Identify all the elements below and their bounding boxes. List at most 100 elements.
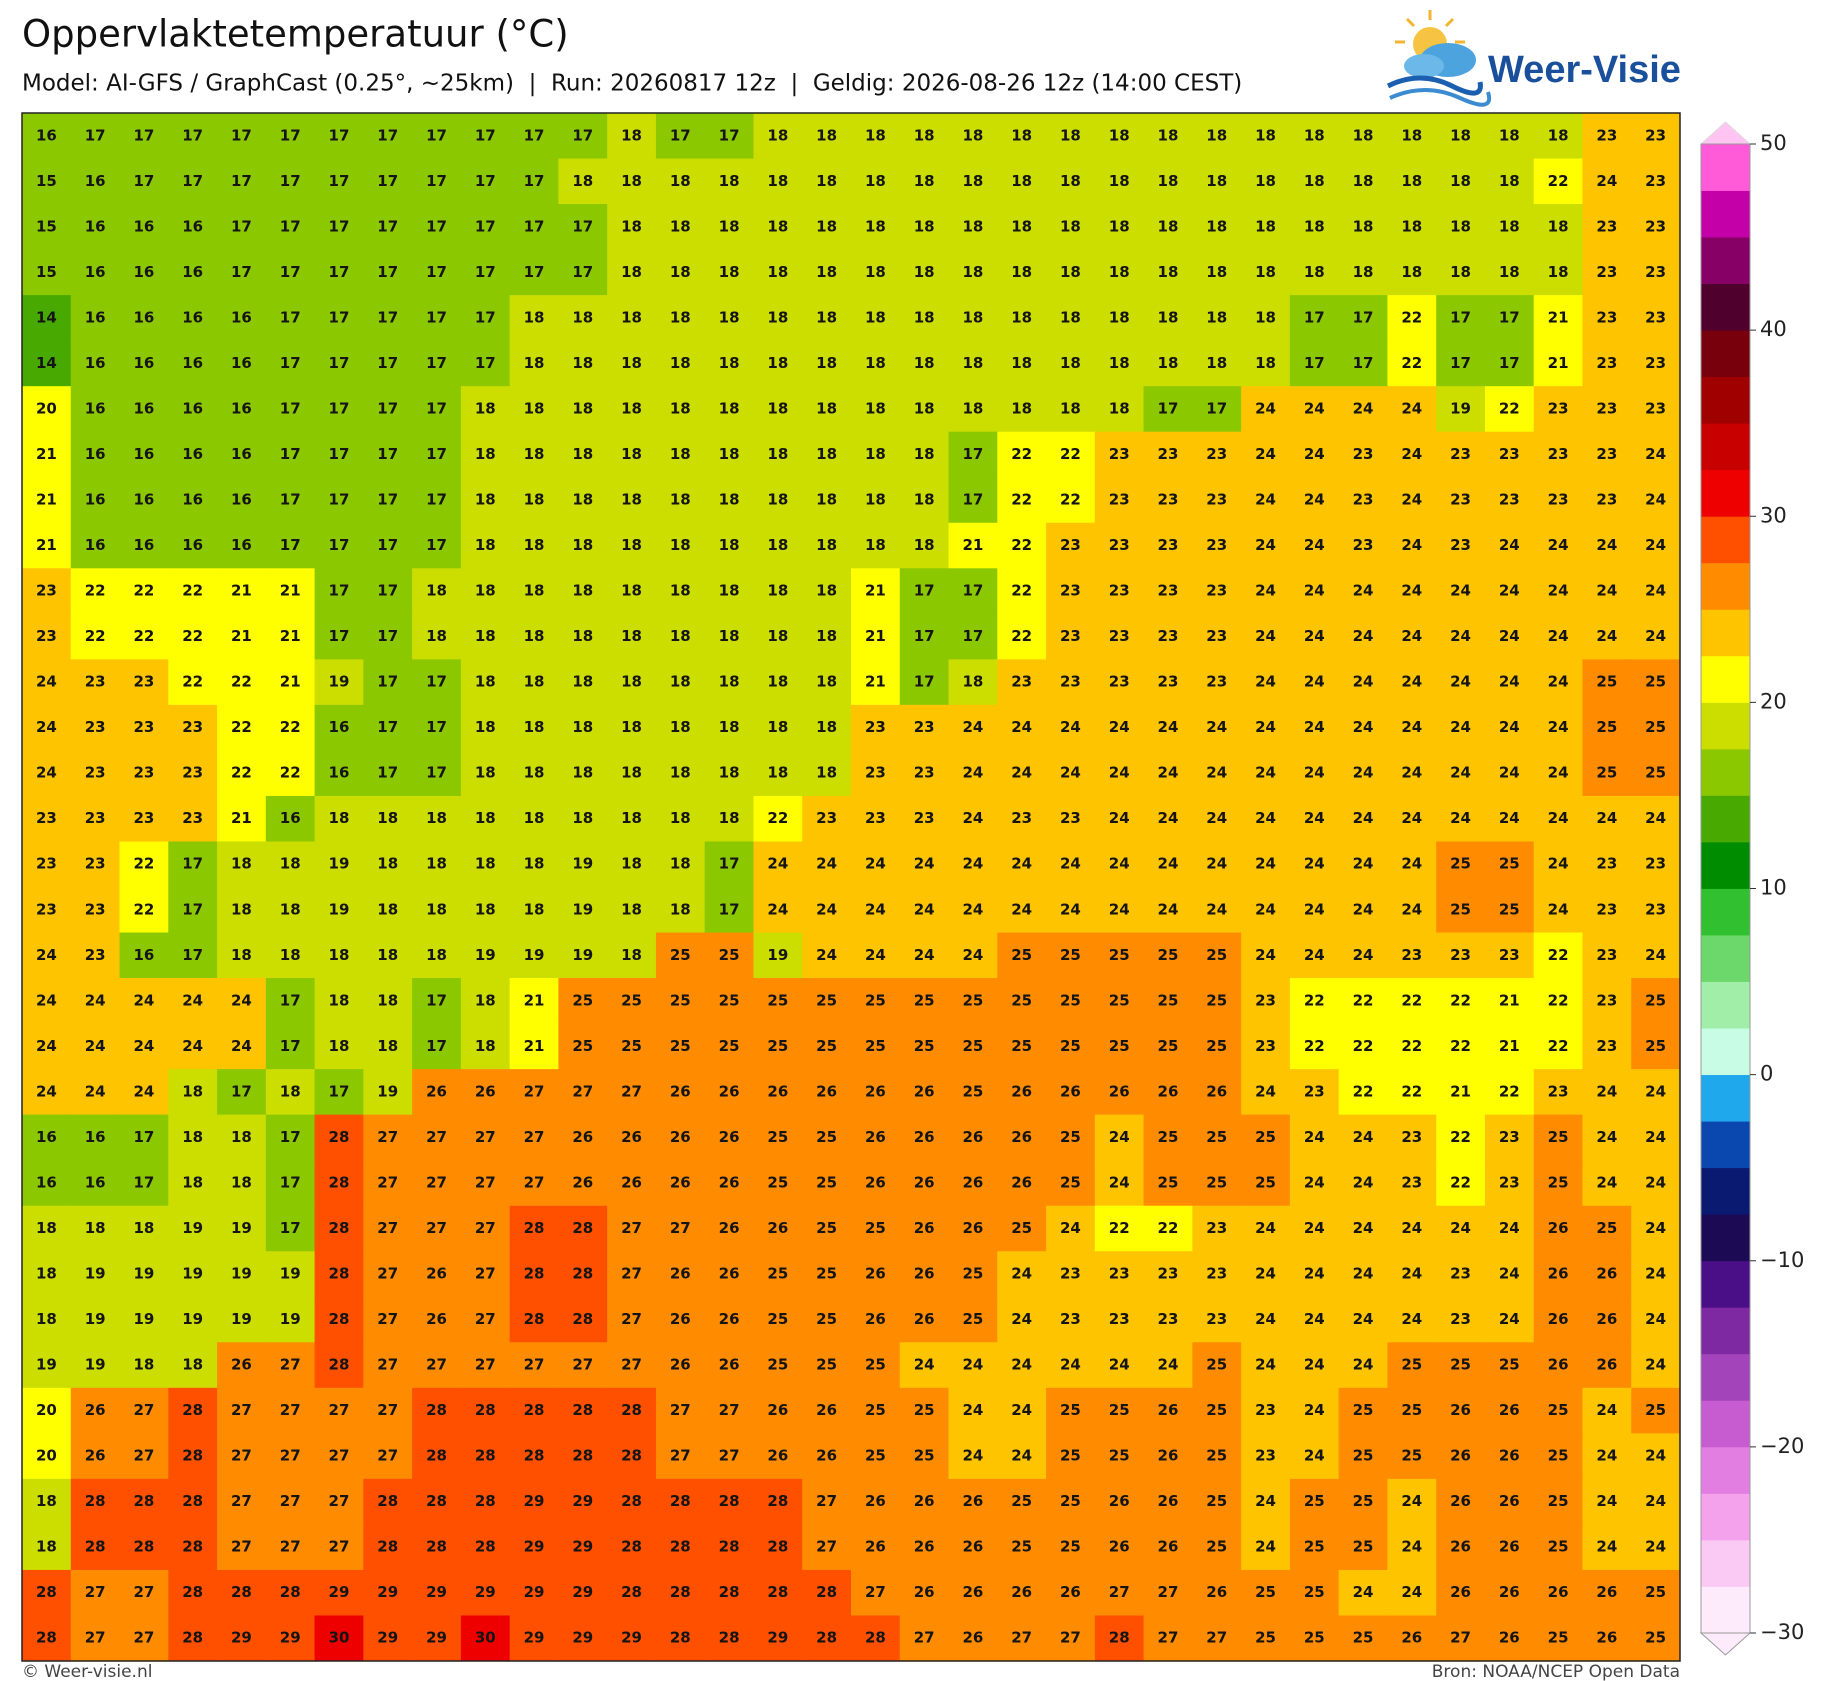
temperature-label: 23 [1499,1128,1520,1146]
temperature-label: 18 [914,172,935,190]
temperature-cell [1192,795,1242,842]
temperature-label: 26 [1011,1082,1032,1100]
temperature-cell [802,978,852,1025]
temperature-label: 27 [377,1265,398,1283]
temperature-label: 18 [231,1173,252,1191]
temperature-label: 18 [962,399,983,417]
temperature-label: 28 [719,1492,740,1510]
temperature-cell [1046,295,1096,342]
temperature-label: 18 [426,627,447,645]
temperature-label: 25 [1353,1629,1374,1647]
temperature-label: 24 [1499,536,1520,554]
temperature-label: 26 [1596,1629,1617,1647]
temperature-label: 16 [85,399,106,417]
temperature-cell [558,249,608,296]
temperature-label: 18 [280,900,301,918]
temperature-cell [607,386,657,433]
temperature-label: 25 [1060,1128,1081,1146]
temperature-label: 23 [36,627,57,645]
temperature-label: 24 [1011,1265,1032,1283]
temperature-label: 18 [621,445,642,463]
temperature-label: 24 [1011,855,1032,873]
temperature-label: 23 [133,718,154,736]
temperature-label: 23 [1548,399,1569,417]
temperature-cell [1436,659,1486,706]
temperature-cell [704,204,754,251]
temperature-label: 16 [85,217,106,235]
temperature-cell [655,659,706,706]
temperature-label: 18 [914,445,935,463]
temperature-label: 25 [914,1037,935,1055]
temperature-label: 24 [1304,399,1325,417]
temperature-cell [168,340,218,387]
temperature-cell [363,887,413,934]
temperature-label: 17 [329,445,350,463]
temperature-cell [460,431,511,478]
temperature-label: 23 [1060,582,1081,600]
temperature-label: 17 [426,1037,447,1055]
temperature-label: 26 [670,1128,691,1146]
temperature-label: 24 [1401,809,1422,827]
temperature-cell [1436,613,1486,660]
temperature-label: 18 [231,1128,252,1146]
temperature-label: 19 [329,900,350,918]
temperature-cell [1094,249,1145,296]
temperature-cell [1631,750,1681,797]
logo-wave [1389,88,1492,107]
temperature-cell [119,795,169,842]
temperature-label: 23 [1450,1310,1471,1328]
temperature-label: 23 [1548,491,1569,509]
temperature-label: 24 [962,900,983,918]
temperature-label: 28 [36,1629,57,1647]
temperature-label: 17 [182,900,203,918]
temperature-label: 24 [1304,1447,1325,1465]
temperature-label: 21 [1548,308,1569,326]
temperature-cell [558,522,608,569]
temperature-cell [1241,158,1291,205]
temperature-label: 24 [1304,1401,1325,1419]
temperature-label: 18 [1011,308,1032,326]
temperature-cell [1143,158,1193,205]
temperature-label: 18 [767,217,788,235]
temperature-cell [899,295,950,342]
temperature-label: 16 [85,172,106,190]
temperature-cell [1094,887,1145,934]
temperature-label: 25 [1109,1447,1130,1465]
temperature-cell [363,613,413,660]
temperature-label: 26 [1158,1401,1179,1419]
temperature-cell [1143,1023,1193,1070]
temperature-cell [1582,431,1632,478]
temperature-cell [753,295,803,342]
temperature-cell [1289,887,1340,934]
temperature-cell [655,477,706,524]
temperature-label: 27 [280,1401,301,1419]
temperature-label: 18 [426,582,447,600]
temperature-cell [168,887,218,934]
temperature-label: 23 [1060,627,1081,645]
temperature-cell [997,204,1047,251]
temperature-label: 25 [1060,991,1081,1009]
temperature-label: 23 [1206,536,1227,554]
temperature-label: 18 [865,126,886,144]
temperature-cell [1046,340,1096,387]
temperature-cell [1094,477,1145,524]
temperature-label: 24 [36,1082,57,1100]
temperature-label: 23 [1596,308,1617,326]
temperature-label: 27 [475,1265,496,1283]
temperature-cell [1533,750,1583,797]
temperature-label: 24 [962,718,983,736]
temperature-label: 18 [280,855,301,873]
temperature-cell [217,568,267,615]
temperature-cell [1192,613,1242,660]
temperature-label: 23 [1158,1265,1179,1283]
temperature-label: 28 [572,1310,593,1328]
temperature-label: 25 [962,1082,983,1100]
temperature-cell [22,750,72,797]
temperature-label: 18 [572,582,593,600]
temperature-cell [1387,568,1437,615]
temperature-label: 24 [1401,1492,1422,1510]
temperature-label: 18 [962,126,983,144]
temperature-cell [1387,522,1437,569]
temperature-cell [1436,113,1486,160]
temperature-label: 21 [962,536,983,554]
